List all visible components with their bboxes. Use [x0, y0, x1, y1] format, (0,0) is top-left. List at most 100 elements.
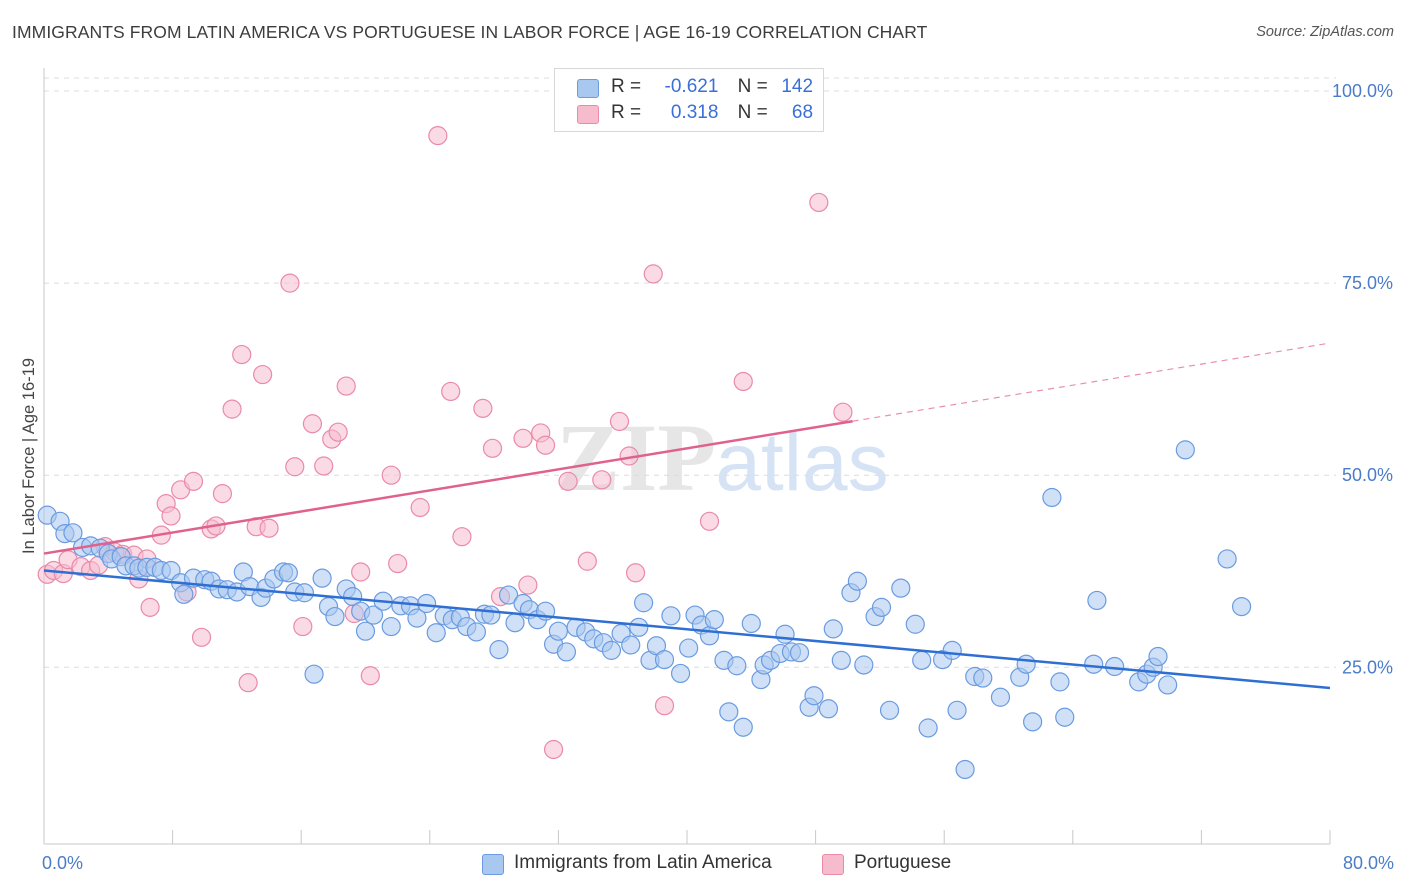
portuguese-point	[351, 562, 371, 582]
portuguese-point	[833, 402, 853, 422]
chart-title: IMMIGRANTS FROM LATIN AMERICA VS PORTUGU…	[12, 22, 928, 42]
series-legend-label: Immigrants from Latin America	[514, 852, 772, 873]
portuguese-point	[410, 497, 430, 518]
latin-america-point	[804, 686, 824, 706]
legend-r-value: -0.621	[664, 76, 719, 97]
chart-source: Source: ZipAtlas.com	[1256, 24, 1394, 40]
latin-america-point	[312, 568, 332, 588]
latin-america-point	[601, 640, 622, 660]
portuguese-point	[191, 627, 212, 647]
latin-america-point	[63, 523, 83, 543]
legend-r-label: R =	[611, 76, 642, 97]
y-tick-labels: 25.0% 50.0% 75.0% 100.0%	[1332, 81, 1393, 677]
latin-america-point	[505, 613, 525, 633]
portuguese-point	[328, 422, 348, 442]
portuguese-trend-line-extension	[852, 342, 1331, 422]
portuguese-point	[293, 616, 313, 637]
portuguese-point	[473, 398, 493, 418]
portuguese-point	[452, 527, 472, 547]
latin-america-point	[1084, 654, 1104, 674]
latin-america-point	[621, 635, 641, 655]
latin-america-point	[556, 642, 577, 662]
portuguese-trend-line	[43, 419, 853, 555]
latin-america-point	[942, 640, 962, 660]
portuguese-point	[609, 411, 630, 432]
portuguese-point	[733, 371, 753, 392]
portuguese-point	[302, 414, 323, 434]
latin-america-point	[1016, 654, 1036, 674]
latin-america-point	[670, 663, 691, 684]
latin-america-point	[278, 563, 298, 583]
latin-america-point	[912, 650, 932, 670]
latin-america-point	[847, 571, 867, 591]
portuguese-point	[161, 506, 181, 526]
portuguese-point	[513, 428, 533, 448]
latin-america-point	[733, 717, 753, 737]
portuguese-point	[381, 465, 401, 485]
latin-america-point	[727, 656, 747, 676]
latin-america-point	[548, 621, 569, 641]
latin-america-point	[741, 613, 761, 634]
latin-america-point	[1231, 596, 1252, 617]
stats-legend: R = -0.621 N = 142 R = 0.318 N = 68	[554, 68, 824, 132]
portuguese-point	[535, 435, 556, 455]
legend-n-value: 142	[781, 76, 814, 97]
latin-america-point	[1055, 707, 1075, 727]
portuguese-point	[809, 192, 829, 213]
latin-america-point	[363, 605, 384, 625]
latin-america-point	[679, 638, 699, 658]
latin-america-point	[629, 617, 649, 637]
latin-america-point	[719, 702, 739, 722]
portuguese-point	[558, 471, 578, 491]
portuguese-point	[314, 456, 334, 476]
y-tick-label: 75.0%	[1342, 273, 1393, 293]
series-swatch-blue	[482, 854, 504, 875]
x-tick-label-min: 0.0%	[42, 853, 83, 873]
series-legend: Immigrants from Latin America Portuguese	[0, 852, 1406, 878]
portuguese-point	[543, 739, 564, 760]
portuguese-point	[699, 511, 720, 531]
latin-america-point	[426, 623, 446, 643]
portuguese-point	[441, 381, 461, 402]
portuguese-point	[654, 696, 675, 716]
legend-n-label: N =	[737, 102, 768, 123]
latin-america-point	[973, 668, 993, 688]
latin-america-point	[381, 616, 401, 637]
latin-america-point	[1217, 549, 1237, 569]
portuguese-point	[222, 399, 242, 419]
latin-america-point	[498, 585, 519, 605]
latin-america-point	[633, 593, 654, 613]
latin-america-point	[654, 650, 675, 670]
latin-america-point	[879, 700, 900, 720]
latin-america-point	[466, 622, 487, 642]
latin-america-point	[304, 664, 324, 684]
latin-america-point	[990, 687, 1011, 707]
portuguese-point	[212, 484, 233, 504]
latin-america-point	[1148, 646, 1168, 667]
portuguese-point	[253, 364, 273, 385]
portuguese-point	[232, 344, 252, 365]
latin-america-point	[1042, 487, 1062, 508]
y-tick-label: 100.0%	[1332, 81, 1393, 101]
legend-n-label: N =	[737, 76, 768, 97]
latin-america-point	[918, 718, 938, 738]
portuguese-point	[360, 666, 380, 686]
legend-swatch-pink	[577, 105, 599, 124]
portuguese-point	[592, 470, 612, 490]
latin-america-point	[704, 610, 724, 630]
legend-r-value: 0.318	[670, 102, 719, 123]
watermark-atlas: atlas	[715, 417, 888, 508]
latin-america-point	[905, 614, 925, 634]
latin-america-point	[891, 578, 911, 598]
portuguese-point	[577, 551, 597, 571]
x-ticks	[43, 830, 1331, 844]
latin-america-point	[416, 593, 437, 614]
latin-america-point	[775, 624, 795, 644]
latin-america-point	[661, 606, 681, 626]
y-axis-label: In Labor Force | Age 16-19	[20, 358, 38, 554]
latin-america-point	[489, 640, 509, 660]
portuguese-point	[428, 126, 448, 146]
portuguese-point	[238, 673, 258, 693]
latin-america-point	[1175, 440, 1195, 460]
latin-america-point	[947, 700, 967, 720]
